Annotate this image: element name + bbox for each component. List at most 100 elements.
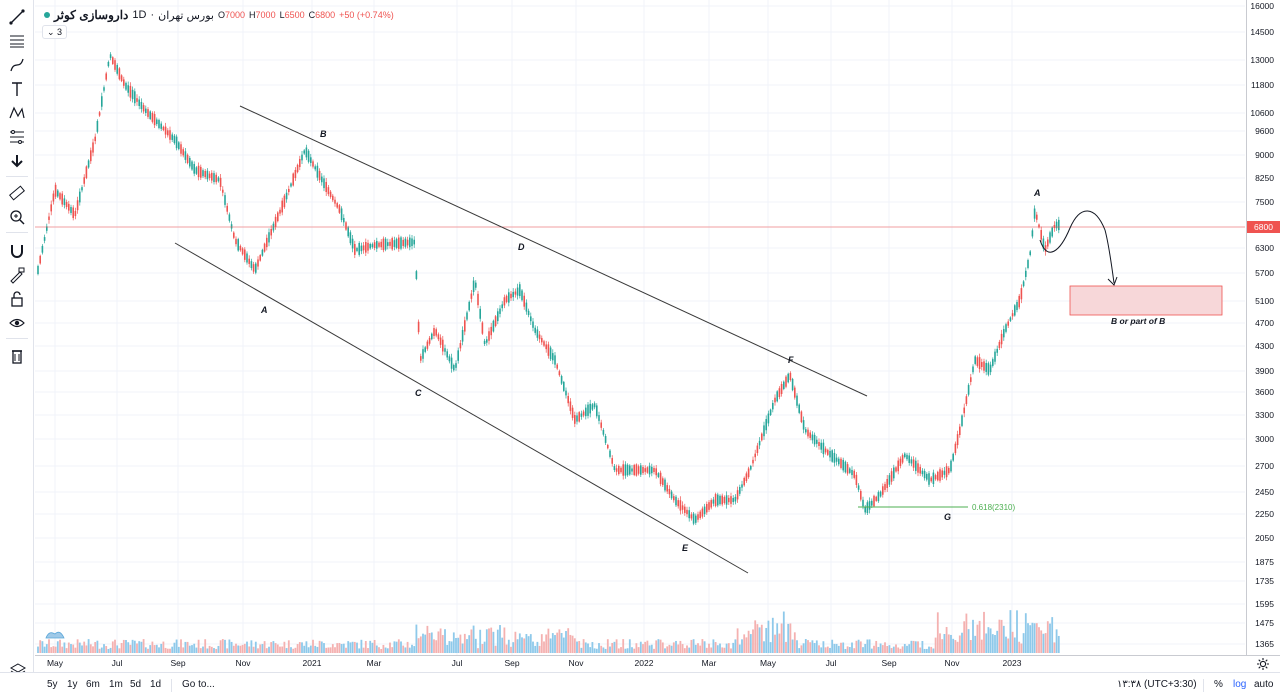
candle-body (721, 495, 723, 505)
volume-bar (776, 623, 779, 653)
volume-bar (186, 641, 189, 653)
candle-body (789, 372, 792, 381)
volume-bar (576, 641, 578, 653)
range-1d[interactable]: 1d (150, 679, 162, 690)
auto-toggle[interactable]: auto (1254, 679, 1274, 690)
volume-bar (653, 648, 655, 653)
candle-body (153, 114, 156, 126)
volume-bar (382, 644, 385, 653)
lock-icon[interactable] (5, 288, 29, 310)
settings-gear-icon[interactable] (1246, 655, 1280, 671)
candle-body (787, 373, 789, 383)
tradingview-logo[interactable] (44, 627, 66, 639)
volume-bar (727, 643, 730, 653)
candle-body (741, 484, 743, 488)
volume-bar (919, 647, 922, 653)
candle-body (459, 343, 462, 349)
volume-bar (173, 642, 176, 653)
wave-label-b: B (320, 129, 327, 139)
pattern-icon[interactable] (5, 102, 29, 124)
price-chart[interactable]: A B C D E F G A 0.618(2310) B or part of… (35, 0, 1245, 655)
candle-body (147, 109, 149, 117)
magnet-icon[interactable] (5, 240, 29, 262)
volume-bar (996, 630, 999, 653)
volume-bar (635, 643, 638, 653)
percent-toggle[interactable]: % (1214, 679, 1223, 690)
candle-body (783, 381, 785, 389)
candle-body (521, 290, 523, 301)
volume-bar (246, 641, 248, 653)
volume-bar (657, 639, 660, 653)
indicators-collapse-button[interactable]: ⌄ 3 (42, 25, 68, 39)
zoom-icon[interactable] (5, 206, 29, 228)
volume-bar (1027, 623, 1029, 653)
volume-bar (65, 648, 68, 653)
volume-bar (155, 644, 158, 653)
candle-body (312, 161, 314, 167)
candle-body (508, 292, 510, 303)
candle-body (237, 239, 239, 251)
candle-body (255, 263, 257, 273)
range-1y[interactable]: 1y (67, 679, 78, 690)
volume-bar (292, 648, 295, 653)
range-5d[interactable]: 5d (130, 679, 142, 690)
time-tick: Sep (881, 658, 897, 668)
volume-bar (466, 639, 468, 653)
text-icon[interactable] (5, 78, 29, 100)
volume-bar (525, 633, 528, 653)
volume-bar (285, 648, 288, 653)
candle-body (398, 237, 400, 249)
volume-bar (851, 642, 853, 653)
range-1m[interactable]: 1m (109, 679, 123, 690)
time-scale[interactable]: May Jul Sep Nov 2021 Mar Jul Sep Nov 2022 Mar May Ju… (35, 655, 1246, 671)
candle-body (63, 198, 66, 206)
lock-drawing-icon[interactable] (5, 264, 29, 286)
volume-bar (309, 645, 312, 653)
volume-bar (512, 642, 515, 653)
volume-bar (961, 632, 963, 653)
range-5y[interactable]: 5y (47, 679, 58, 690)
price-tick: 3600 (1255, 387, 1274, 397)
candle-body (598, 415, 600, 421)
candle-body (864, 507, 866, 513)
range-6m[interactable]: 6m (86, 679, 100, 690)
candle-body (912, 459, 915, 468)
candle-body (543, 341, 545, 346)
volume-bar (360, 639, 363, 653)
price-tick: 10600 (1250, 108, 1274, 118)
volume-bar (868, 639, 871, 653)
candle-body (450, 357, 453, 369)
arrow-down-icon[interactable] (5, 150, 29, 172)
ruler-icon[interactable] (5, 182, 29, 204)
candle-body (552, 353, 554, 361)
candle-body (1031, 230, 1034, 237)
trash-icon[interactable] (5, 345, 29, 367)
candle-body (303, 150, 305, 154)
candle-body (1020, 288, 1023, 300)
candle-body (888, 475, 891, 485)
timezone-button[interactable]: ۱۳:۳۸ (UTC+3:30) (1117, 679, 1197, 690)
goto-button[interactable]: Go to... (182, 679, 215, 690)
volume-bar (644, 641, 647, 653)
volume-bar (415, 624, 418, 653)
chart-pane[interactable]: A B C D E F G A 0.618(2310) B or part of… (35, 0, 1245, 655)
symbol-name[interactable]: داروسازی کوثر (54, 8, 129, 22)
trend-line-icon[interactable] (5, 6, 29, 28)
horizontal-lines-icon[interactable] (5, 30, 29, 52)
candle-body (477, 293, 479, 306)
volume-bar (191, 645, 193, 653)
volume-bar (769, 642, 772, 653)
candle-body (384, 238, 387, 250)
price-scale[interactable]: 16000 14500 13000 11800 10600 9600 9000 8250 750… (1246, 0, 1280, 655)
volume-bar (85, 645, 88, 653)
volume-bar (914, 641, 917, 653)
candle-body (74, 210, 77, 217)
eye-icon[interactable] (5, 312, 29, 334)
interval-label[interactable]: 1D (132, 9, 147, 21)
volume-bar (569, 634, 572, 653)
symbol-legend[interactable]: داروسازی کوثر 1D · بورس تهران O7000 H700… (44, 7, 394, 23)
brush-icon[interactable] (5, 54, 29, 76)
fib-icon[interactable] (5, 126, 29, 148)
price-tick: 2700 (1255, 461, 1274, 471)
log-toggle[interactable]: log (1233, 679, 1247, 690)
